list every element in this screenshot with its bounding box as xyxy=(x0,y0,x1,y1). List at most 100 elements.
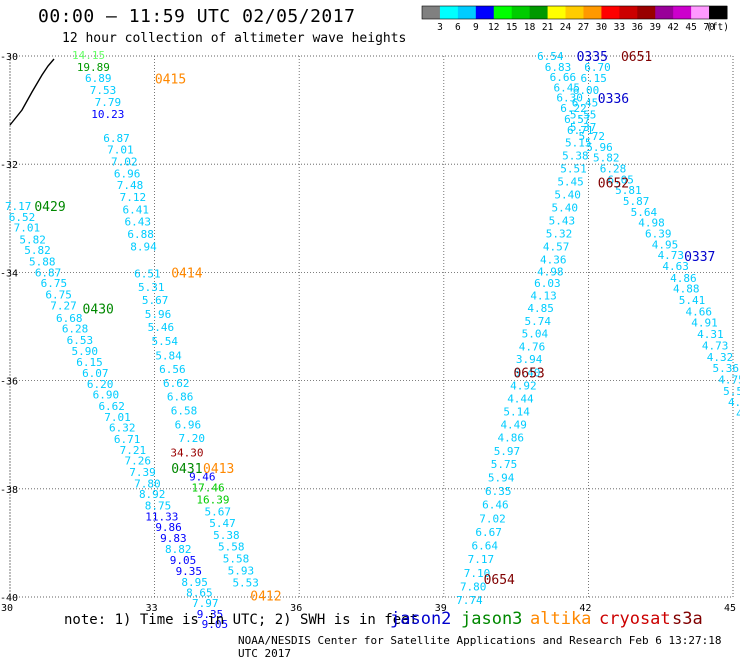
lon-tick-label: 45 xyxy=(724,603,736,614)
wave-height-value: 9.86 xyxy=(155,521,182,534)
wave-height-value: 6.43 xyxy=(124,216,151,229)
wave-height-value: 5.82 xyxy=(593,152,620,165)
pass-time-label: 0429 xyxy=(34,200,65,215)
wave-height-value: 5.96 xyxy=(586,141,613,154)
pass-time-label: 0413 xyxy=(203,462,234,477)
wave-height-value: 7.17 xyxy=(468,553,495,566)
wave-height-value: 3.94 xyxy=(516,353,543,366)
wave-height-value: 5.67 xyxy=(142,294,169,307)
lat-tick-label: -30 xyxy=(0,52,18,63)
wave-height-value: 6.87 xyxy=(103,132,130,145)
wave-height-value: 7.01 xyxy=(14,221,41,234)
wave-height-value: 6.56 xyxy=(159,363,186,376)
colorbar-label: 70 xyxy=(703,22,715,33)
wave-height-value: 9.05 xyxy=(202,618,229,631)
wave-height-value: 7.10 xyxy=(464,567,491,580)
pass-time-label: 0652 xyxy=(598,177,629,192)
wave-height-value: 4.31 xyxy=(697,328,724,341)
wave-height-value: 5.40 xyxy=(514,366,541,379)
wave-height-value: 7.39 xyxy=(129,466,156,479)
colorbar-swatch xyxy=(637,6,656,19)
wave-height-value: 7.80 xyxy=(460,581,487,594)
wave-height-value: 5.38 xyxy=(213,529,240,542)
wave-height-value: 8.94 xyxy=(130,240,157,253)
wave-height-value: 6.68 xyxy=(56,312,83,325)
wave-height-value: 4.76 xyxy=(519,341,546,354)
wave-height-value: 4.73 xyxy=(702,339,729,352)
wave-height-value: 6.05 xyxy=(607,173,634,186)
wave-height-value: 9.05 xyxy=(170,554,197,567)
pass-time-label: 0335 xyxy=(577,50,608,65)
wave-height-value: 5.82 xyxy=(19,233,46,246)
pass-time-label: 0654 xyxy=(484,573,515,588)
wave-height-value: 5.41 xyxy=(679,294,706,307)
wave-height-value: 5.40 xyxy=(554,188,581,201)
wave-height-value: 6.53 xyxy=(67,334,94,347)
wave-height-value: 6.46 xyxy=(482,498,509,511)
wave-height-value: 6.83 xyxy=(545,61,572,74)
wave-height-value: 8.65 xyxy=(186,587,213,600)
altimeter-tracks: 14.1519.896.897.537.7910.236.877.017.026… xyxy=(5,49,740,631)
wave-height-value: 5.88 xyxy=(29,256,56,269)
colorbar-label: 33 xyxy=(614,22,625,33)
wave-height-value: 5.38 xyxy=(562,150,589,163)
wave-height-value: 7.21 xyxy=(120,444,147,457)
wave-height-value: 5.58 xyxy=(223,553,250,566)
wave-height-value: 6.07 xyxy=(82,367,109,380)
colorbar-label: 21 xyxy=(542,22,554,33)
wave-height-value: 5.47 xyxy=(209,517,236,530)
wave-height-value: 7.79 xyxy=(95,96,122,109)
wave-height-value: 6.62 xyxy=(163,377,190,390)
wave-height-value: 4.57 xyxy=(543,240,570,253)
colorbar-label: 30 xyxy=(596,22,608,33)
lon-tick-label: 39 xyxy=(435,603,447,614)
pass-time-label: 0336 xyxy=(598,92,629,107)
wave-height-value: 6.30 xyxy=(556,92,583,105)
colorbar-swatch xyxy=(422,6,441,19)
wave-height-value: 6.15 xyxy=(580,72,607,85)
wave-height-value: 5.53 xyxy=(232,576,259,589)
wave-height-value: 4.36 xyxy=(540,253,567,266)
wave-height-value: 5.53 xyxy=(723,385,740,398)
wave-height-value: 5.58 xyxy=(218,541,245,554)
wave-height-value: 5.15 xyxy=(565,137,592,150)
pass-time-label: 0414 xyxy=(171,266,202,281)
legend-cryosat: cryosat xyxy=(599,609,671,629)
wave-height-value: 4.84 xyxy=(728,396,740,409)
wave-height-value: 6.70 xyxy=(584,61,611,74)
colorbar-label: 18 xyxy=(524,22,536,33)
pass-time-label: 0415 xyxy=(155,73,186,88)
wave-height-value: 5.45 xyxy=(557,176,584,189)
axis-labels: 30 33 36 39 42 45 -30 -32 -34 -36 -38 -40 xyxy=(0,52,736,614)
wave-height-value: 7.26 xyxy=(124,455,151,468)
wave-height-value: 5.31 xyxy=(138,281,165,294)
wave-height-value: 6.88 xyxy=(127,228,154,241)
pass-time-label: 0431 xyxy=(171,462,202,477)
wave-height-value: 4.32 xyxy=(707,351,734,364)
wave-height-value: 9.35 xyxy=(197,608,224,621)
wave-height-value: 7.01 xyxy=(107,144,134,157)
wave-height-value: 9.35 xyxy=(176,565,203,578)
wave-height-value: 5.54 xyxy=(151,335,178,348)
wave-height-value: 19.89 xyxy=(77,61,110,74)
wave-height-value: 6.57 xyxy=(564,113,591,126)
wave-height-value: 5.74 xyxy=(525,315,552,328)
track-jason2-0336: 6.706.156.006.455.555.375.725.965.826.28… xyxy=(570,61,740,421)
colorbar-label: 3 xyxy=(437,22,443,33)
wave-height-value: 6.39 xyxy=(645,227,672,240)
wave-height-value: 7.48 xyxy=(117,179,144,192)
wave-height-value: 7.02 xyxy=(479,513,506,526)
wave-height-value: 4.73 xyxy=(658,249,685,262)
wave-height-value: 4.98 xyxy=(638,217,665,230)
pass-time-label: 0412 xyxy=(250,589,281,604)
colorbar-label: 42 xyxy=(667,22,678,33)
colorbar-swatch xyxy=(511,6,531,19)
legend-s3a: s3a xyxy=(672,609,703,629)
wave-height-value: 14.15 xyxy=(72,49,105,62)
credit-line: NOAA/NESDIS Center for Satellite Applica… xyxy=(238,634,722,660)
pass-time-labels: 0415 0429 0414 0430 0431 0413 0412 0335 0651 0336… xyxy=(34,50,715,604)
wave-height-value: 6.15 xyxy=(76,356,103,369)
wave-height-value: 6.71 xyxy=(114,433,141,446)
wave-height-value: 16.39 xyxy=(196,494,229,507)
